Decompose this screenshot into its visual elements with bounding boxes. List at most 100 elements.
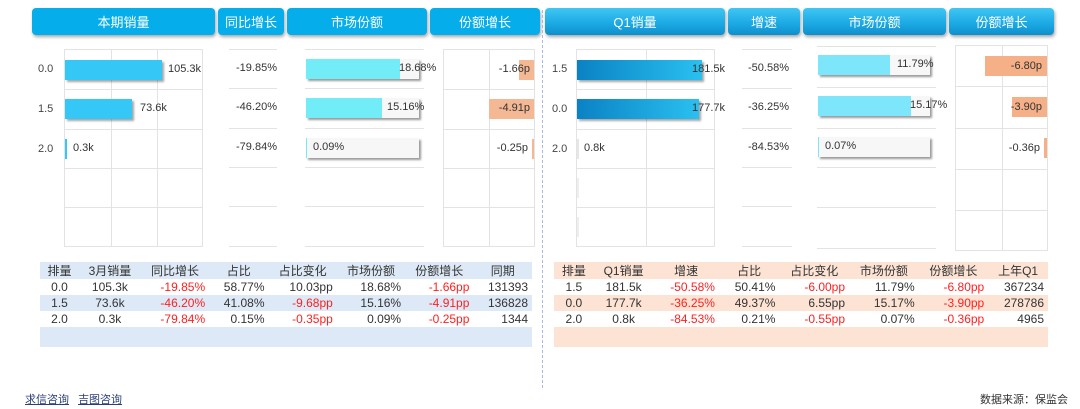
q1-sales-bar[interactable] — [577, 99, 699, 119]
cell: -84.53% — [670, 312, 715, 326]
cell: 6.55pp — [808, 296, 846, 310]
share-growth-bar[interactable] — [489, 99, 534, 119]
q1-share-growth-label: -6.80p — [1010, 60, 1042, 72]
share-bar[interactable] — [306, 98, 382, 118]
cell: 0.0 — [565, 296, 583, 310]
yoy-growth-column: -19.85% -46.20% -79.84% — [229, 49, 277, 247]
header-growth-rate: 增速 — [728, 8, 800, 35]
sales-bar[interactable] — [65, 60, 162, 80]
cell: 15.17% — [873, 296, 915, 310]
q1-market-share-chart: 11.79% 15.17% 0.07% — [817, 46, 947, 249]
column-header: 3月销量 — [88, 264, 132, 278]
share-bar[interactable] — [306, 59, 400, 79]
category-label: 0.0 — [552, 103, 568, 115]
cell: 1344 — [501, 312, 528, 326]
cell: 181.5k — [605, 280, 642, 294]
header-market-share: 市场份额 — [287, 8, 427, 35]
column-header: 排量 — [561, 264, 586, 278]
column-header: 排量 — [47, 264, 72, 278]
q1-share-growth-bar[interactable] — [1012, 97, 1047, 117]
table-header-row: 排量 Q1销量 增速 占比 占比变化 市场份额 份额增长 上年Q1 — [554, 262, 1048, 279]
cell: 2.0 — [51, 312, 68, 326]
cell: 0.8k — [612, 312, 635, 326]
column-header: 同期 — [490, 264, 515, 278]
cell: 15.16% — [360, 296, 402, 310]
table-row: 2.0 0.8k -84.53% 0.21% -0.55pp 0.07% -0.… — [554, 311, 1048, 327]
column-header: 份额增长 — [929, 264, 978, 278]
cell: -6.00pp — [804, 280, 846, 294]
q1-share-value-label: 0.07% — [825, 140, 857, 152]
header-label: 份额增长 — [458, 15, 511, 30]
growth-rate-column: -50.58% -36.25% -84.53% — [742, 49, 792, 247]
footer-link-qiuxin[interactable]: 求信咨询 — [25, 394, 69, 406]
yoy-growth-value: -46.20% — [236, 101, 277, 113]
current-stats-table: 排量 3月销量 同比增长 占比 占比变化 市场份额 份额增长 同期 0.0 10… — [40, 262, 532, 347]
column-header: 增速 — [674, 264, 699, 278]
cell: -0.35pp — [292, 312, 333, 326]
column-header: 占比 — [226, 264, 251, 278]
cell: 2.0 — [565, 312, 583, 326]
cell: -0.55pp — [804, 312, 846, 326]
q1-share-bar[interactable] — [818, 55, 890, 75]
sales-bar[interactable] — [65, 99, 132, 119]
table-row: 2.0 0.3k -79.84% 0.15% -0.35pp 0.09% -0.… — [40, 311, 532, 327]
q1-sales-bar[interactable] — [577, 60, 702, 80]
cell: -4.91pp — [428, 296, 470, 310]
header-label: 份额增长 — [975, 15, 1028, 30]
sales-value-label: 105.3k — [168, 63, 202, 75]
share-growth-label: -0.25p — [496, 142, 528, 154]
column-header: 占比 — [737, 264, 762, 278]
header-label: 市场份额 — [330, 15, 383, 30]
q1-stats-table: 排量 Q1销量 增速 占比 占比变化 市场份额 份额增长 上年Q1 1.5 18… — [554, 262, 1048, 347]
table-row-empty — [40, 327, 532, 347]
table-row: 1.5 181.5k -50.58% 50.41% -6.00pp 11.79%… — [554, 279, 1048, 295]
share-bar[interactable] — [306, 138, 307, 158]
cell: 0.21% — [741, 312, 776, 326]
cell: 367234 — [1003, 280, 1044, 294]
growth-rate-value: -84.53% — [748, 141, 789, 153]
share-value-label: 0.09% — [313, 141, 345, 153]
q1-share-growth-bar[interactable] — [1044, 138, 1047, 158]
cell: 131393 — [487, 280, 528, 294]
q1-share-growth-label: -0.36p — [1008, 142, 1040, 154]
section-divider — [542, 10, 543, 388]
category-label: 2.0 — [552, 143, 568, 155]
q1-sales-bar[interactable] — [577, 139, 579, 159]
cell: 105.3k — [91, 280, 128, 294]
share-growth-bar[interactable] — [532, 139, 534, 159]
q1-share-bar[interactable] — [818, 96, 911, 116]
yoy-growth-value: -19.85% — [236, 62, 277, 74]
header-q1-sales: Q1销量 — [545, 8, 725, 35]
cell: -0.36pp — [943, 312, 985, 326]
header-label: 本期销量 — [97, 15, 150, 30]
cell: -9.68pp — [292, 296, 333, 310]
share-growth-label: -4.91p — [498, 102, 530, 114]
q1-share-growth-bar[interactable] — [985, 56, 1047, 76]
sales-bar[interactable] — [65, 139, 67, 159]
category-label: 1.5 — [552, 63, 568, 75]
cell: 1.5 — [51, 296, 68, 310]
header-current-sales: 本期销量 — [32, 8, 215, 35]
share-growth-label: -1.66p — [498, 63, 530, 75]
cell: -46.20% — [160, 296, 206, 310]
cell: -6.80pp — [943, 280, 985, 294]
q1-share-bar[interactable] — [818, 137, 819, 157]
share-value-label: 15.16% — [387, 101, 425, 113]
q1-share-growth-chart: -6.80p -3.90p -0.36p — [955, 45, 1048, 251]
header-label: 市场份额 — [848, 15, 901, 30]
header-label: 增速 — [750, 15, 777, 30]
share-growth-bar[interactable] — [519, 60, 534, 80]
cell: 18.68% — [360, 280, 402, 294]
header-label: Q1销量 — [613, 15, 657, 30]
column-header: 同比增长 — [150, 264, 199, 278]
column-header: 市场份额 — [346, 264, 395, 278]
column-header: 占比变化 — [790, 264, 839, 278]
growth-rate-value: -50.58% — [748, 62, 789, 74]
table-header-row: 排量 3月销量 同比增长 占比 占比变化 市场份额 份额增长 同期 — [40, 262, 532, 279]
footer-link-jitu[interactable]: 吉图咨询 — [78, 394, 123, 406]
sales-value-label: 0.3k — [73, 142, 94, 154]
header-share-growth: 份额增长 — [430, 8, 540, 35]
category-label: 2.0 — [38, 143, 54, 155]
header-yoy-growth: 同比增长 — [218, 8, 284, 35]
cell: 73.6k — [95, 296, 125, 310]
